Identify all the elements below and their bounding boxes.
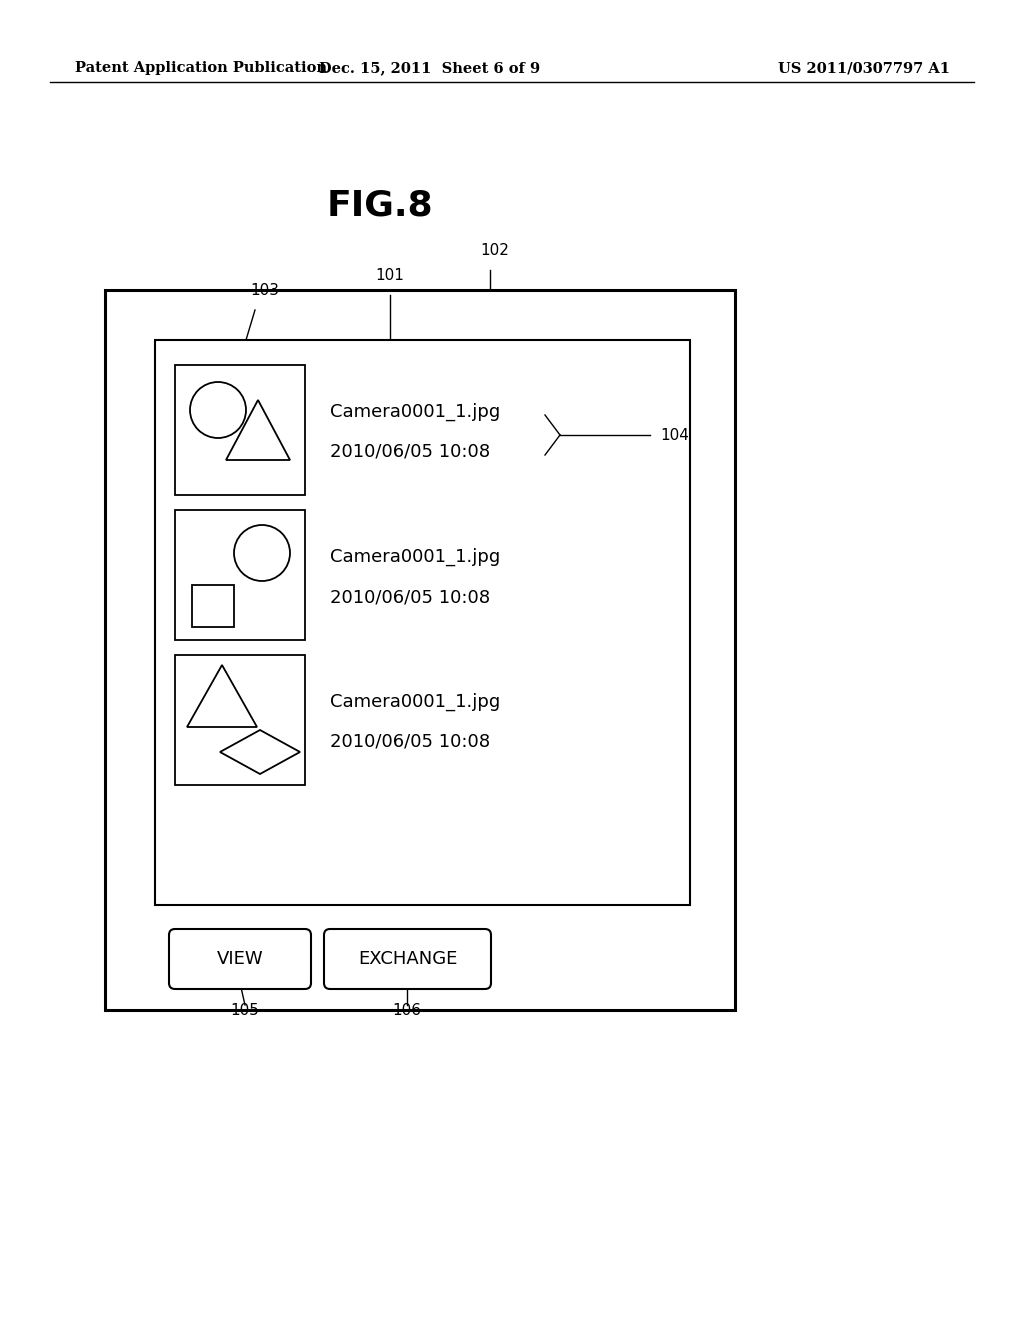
Bar [193,585,234,627]
Text: Dec. 15, 2011  Sheet 6 of 9: Dec. 15, 2011 Sheet 6 of 9 [319,61,541,75]
Text: EXCHANGE: EXCHANGE [357,950,457,968]
FancyBboxPatch shape [324,929,490,989]
Bar [155,341,690,906]
Text: US 2011/0307797 A1: US 2011/0307797 A1 [778,61,950,75]
Text: 102: 102 [480,243,509,257]
Text: VIEW: VIEW [217,950,263,968]
Bar [105,290,735,1010]
Text: 2010/06/05 10:08: 2010/06/05 10:08 [330,587,490,606]
Text: 2010/06/05 10:08: 2010/06/05 10:08 [330,733,490,751]
Text: 103: 103 [251,282,280,298]
Text: 2010/06/05 10:08: 2010/06/05 10:08 [330,444,490,461]
Text: 104: 104 [660,428,689,442]
Text: Camera0001_1.jpg: Camera0001_1.jpg [330,403,501,421]
Text: Camera0001_1.jpg: Camera0001_1.jpg [330,548,501,566]
FancyBboxPatch shape [169,929,311,989]
Bar [175,510,305,640]
Text: Patent Application Publication: Patent Application Publication [75,61,327,75]
Text: Camera0001_1.jpg: Camera0001_1.jpg [330,693,501,711]
Bar [175,366,305,495]
Bar [175,655,305,785]
Text: 101: 101 [376,268,404,282]
Text: 106: 106 [392,1003,422,1018]
Text: FIG.8: FIG.8 [327,187,433,222]
Text: 105: 105 [230,1003,259,1018]
